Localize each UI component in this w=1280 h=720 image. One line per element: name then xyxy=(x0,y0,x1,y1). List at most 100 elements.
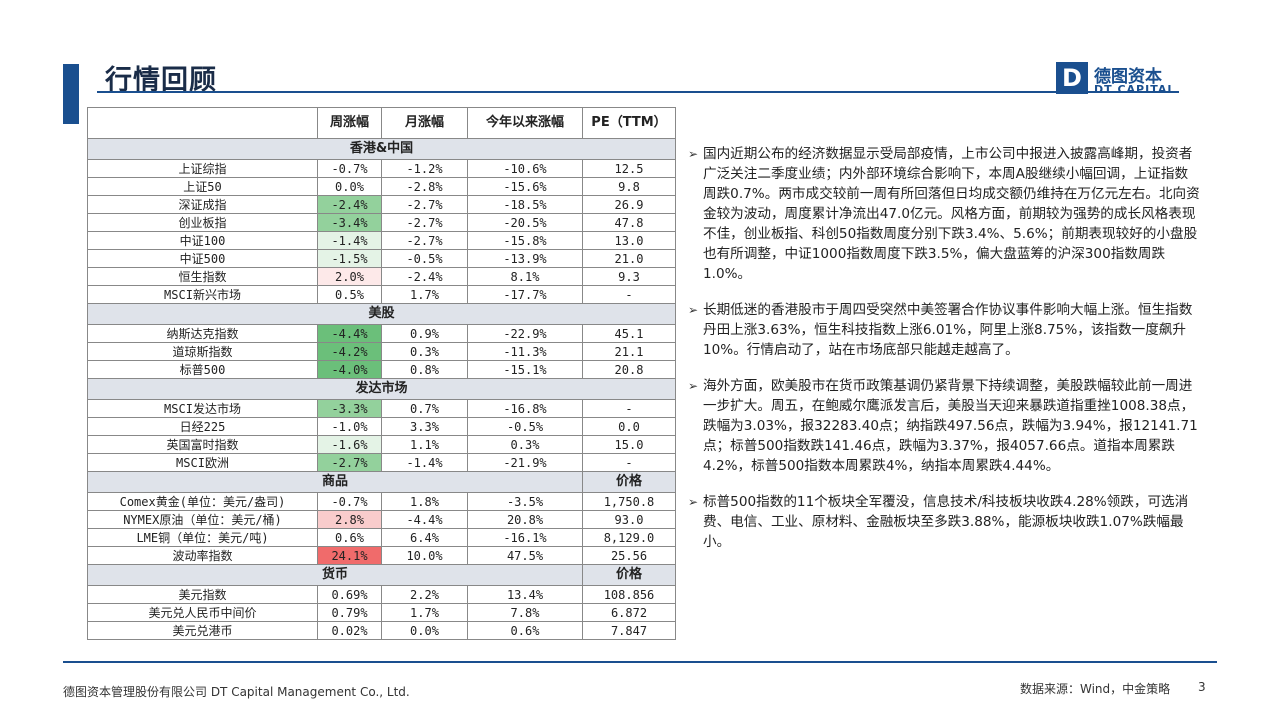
table-row: 纳斯达克指数 -4.4% 0.9% -22.9% 45.1 xyxy=(87,324,676,343)
arrow-bullet-icon: ➢ xyxy=(688,379,699,393)
pe-price-cell: 8,129.0 xyxy=(582,528,676,547)
footer-divider xyxy=(63,661,1217,663)
ytd-change-cell: 0.3% xyxy=(467,435,583,454)
page-title: 行情回顾 xyxy=(105,65,217,96)
section-header-row: 香港&中国 xyxy=(87,138,676,160)
table-row: Comex黄金(单位：美元/盎司) -0.7% 1.8% -3.5% 1,750.8 xyxy=(87,492,676,511)
ytd-change-cell: -13.9% xyxy=(467,249,583,268)
ytd-change-cell: 20.8% xyxy=(467,510,583,529)
arrow-bullet-icon: ➢ xyxy=(688,147,699,161)
table-row: 美元指数 0.69% 2.2% 13.4% 108.856 xyxy=(87,585,676,604)
month-change-cell: 1.7% xyxy=(381,603,468,622)
table-row: 英国富时指数 -1.6% 1.1% 0.3% 15.0 xyxy=(87,435,676,454)
row-name-cell: 恒生指数 xyxy=(87,267,318,286)
commentary-text: 长期低迷的香港股市于周四受突然中美签署合作协议事件影响大幅上涨。恒生指数丹田上涨… xyxy=(703,302,1193,358)
table-row: 日经225 -1.0% 3.3% -0.5% 0.0 xyxy=(87,417,676,436)
table-row: NYMEX原油（单位：美元/桶) 2.8% -4.4% 20.8% 93.0 xyxy=(87,510,676,529)
row-name-cell: 上证综指 xyxy=(87,159,318,178)
ytd-change-cell: -18.5% xyxy=(467,195,583,214)
month-change-cell: 10.0% xyxy=(381,546,468,565)
week-change-cell: 0.0% xyxy=(317,177,382,196)
week-change-cell: 0.69% xyxy=(317,585,382,604)
header-week-change: 周涨幅 xyxy=(317,107,382,139)
arrow-bullet-icon: ➢ xyxy=(688,495,699,509)
title-divider xyxy=(97,91,1179,93)
row-name-cell: 日经225 xyxy=(87,417,318,436)
table-row: 上证50 0.0% -2.8% -15.6% 9.8 xyxy=(87,177,676,196)
table-row: 中证500 -1.5% -0.5% -13.9% 21.0 xyxy=(87,249,676,268)
pe-price-cell: 45.1 xyxy=(582,324,676,343)
pe-price-cell: 15.0 xyxy=(582,435,676,454)
market-table: 周涨幅 月涨幅 今年以来涨幅 PE（TTM） 香港&中国 上证综指 -0.7% -1.… xyxy=(87,107,676,640)
row-name-cell: 道琼斯指数 xyxy=(87,342,318,361)
ytd-change-cell: -16.8% xyxy=(467,399,583,418)
commentary-item: ➢ 海外方面，欧美股市在货币政策基调仍紧背景下持续调整，美股跌幅较此前一周进一步扩… xyxy=(688,376,1200,476)
pe-price-cell: 93.0 xyxy=(582,510,676,529)
ytd-change-cell: -15.1% xyxy=(467,360,583,379)
month-change-cell: 1.1% xyxy=(381,435,468,454)
ytd-change-cell: 8.1% xyxy=(467,267,583,286)
pe-price-cell: 0.0 xyxy=(582,417,676,436)
row-name-cell: 中证100 xyxy=(87,231,318,250)
row-name-cell: 创业板指 xyxy=(87,213,318,232)
month-change-cell: 0.8% xyxy=(381,360,468,379)
week-change-cell: 0.79% xyxy=(317,603,382,622)
row-name-cell: 美元兑人民币中间价 xyxy=(87,603,318,622)
arrow-bullet-icon: ➢ xyxy=(688,303,699,317)
table-row: MSCI欧洲 -2.7% -1.4% -21.9% - xyxy=(87,453,676,472)
pe-price-cell: 13.0 xyxy=(582,231,676,250)
month-change-cell: -1.4% xyxy=(381,453,468,472)
row-name-cell: 波动率指数 xyxy=(87,546,318,565)
footer-company: 德图资本管理股份有限公司 DT Capital Management Co., … xyxy=(63,685,410,699)
page-number: 3 xyxy=(1198,680,1206,694)
market-table-container: 周涨幅 月涨幅 今年以来涨幅 PE（TTM） 香港&中国 上证综指 -0.7% -1.… xyxy=(87,107,676,640)
ytd-change-cell: 0.6% xyxy=(467,621,583,640)
ytd-change-cell: 47.5% xyxy=(467,546,583,565)
ytd-change-cell: -10.6% xyxy=(467,159,583,178)
week-change-cell: -1.5% xyxy=(317,249,382,268)
commentary-item: ➢ 国内近期公布的经济数据显示受局部疫情，上市公司中报进入披露高峰期，投资者广泛关… xyxy=(688,144,1200,284)
week-change-cell: 0.5% xyxy=(317,285,382,304)
week-change-cell: -0.7% xyxy=(317,159,382,178)
section-label: 货币 xyxy=(87,564,583,586)
header-pe-ttm: PE（TTM） xyxy=(582,107,676,139)
month-change-cell: 0.7% xyxy=(381,399,468,418)
section-price-label: 价格 xyxy=(582,471,676,493)
row-name-cell: LME铜（单位：美元/吨) xyxy=(87,528,318,547)
footer-data-source: 数据来源：Wind，中金策略 xyxy=(1020,682,1171,696)
pe-price-cell: - xyxy=(582,285,676,304)
header-ytd-change: 今年以来涨幅 xyxy=(467,107,583,139)
logo-mark-icon: D xyxy=(1056,62,1088,94)
commentary-text: 标普500指数的11个板块全军覆没，信息技术/科技板块收跌4.28%领跌，可选消… xyxy=(703,494,1189,550)
row-name-cell: 上证50 xyxy=(87,177,318,196)
week-change-cell: -0.7% xyxy=(317,492,382,511)
month-change-cell: -1.2% xyxy=(381,159,468,178)
ytd-change-cell: -15.8% xyxy=(467,231,583,250)
pe-price-cell: 25.56 xyxy=(582,546,676,565)
table-row: 道琼斯指数 -4.2% 0.3% -11.3% 21.1 xyxy=(87,342,676,361)
pe-price-cell: 20.8 xyxy=(582,360,676,379)
section-header-row: 货币 价格 xyxy=(87,564,676,586)
table-row: 标普500 -4.0% 0.8% -15.1% 20.8 xyxy=(87,360,676,379)
ytd-change-cell: -15.6% xyxy=(467,177,583,196)
month-change-cell: -0.5% xyxy=(381,249,468,268)
company-logo: D 德图资本 DT CAPITAL xyxy=(1056,62,1186,96)
ytd-change-cell: -21.9% xyxy=(467,453,583,472)
table-row: 美元兑人民币中间价 0.79% 1.7% 7.8% 6.872 xyxy=(87,603,676,622)
commentary-text: 海外方面，欧美股市在货币政策基调仍紧背景下持续调整，美股跌幅较此前一周进一步扩大… xyxy=(703,378,1198,474)
header-blank xyxy=(87,107,318,139)
ytd-change-cell: 13.4% xyxy=(467,585,583,604)
ytd-change-cell: 7.8% xyxy=(467,603,583,622)
row-name-cell: 英国富时指数 xyxy=(87,435,318,454)
week-change-cell: -4.4% xyxy=(317,324,382,343)
month-change-cell: -2.4% xyxy=(381,267,468,286)
commentary-item: ➢ 标普500指数的11个板块全军覆没，信息技术/科技板块收跌4.28%领跌，可选… xyxy=(688,492,1200,552)
row-name-cell: NYMEX原油（单位：美元/桶) xyxy=(87,510,318,529)
table-row: MSCI发达市场 -3.3% 0.7% -16.8% - xyxy=(87,399,676,418)
header-month-change: 月涨幅 xyxy=(381,107,468,139)
week-change-cell: -2.4% xyxy=(317,195,382,214)
table-row: 深证成指 -2.4% -2.7% -18.5% 26.9 xyxy=(87,195,676,214)
week-change-cell: -4.2% xyxy=(317,342,382,361)
section-label: 美股 xyxy=(87,303,676,325)
section-price-label: 价格 xyxy=(582,564,676,586)
